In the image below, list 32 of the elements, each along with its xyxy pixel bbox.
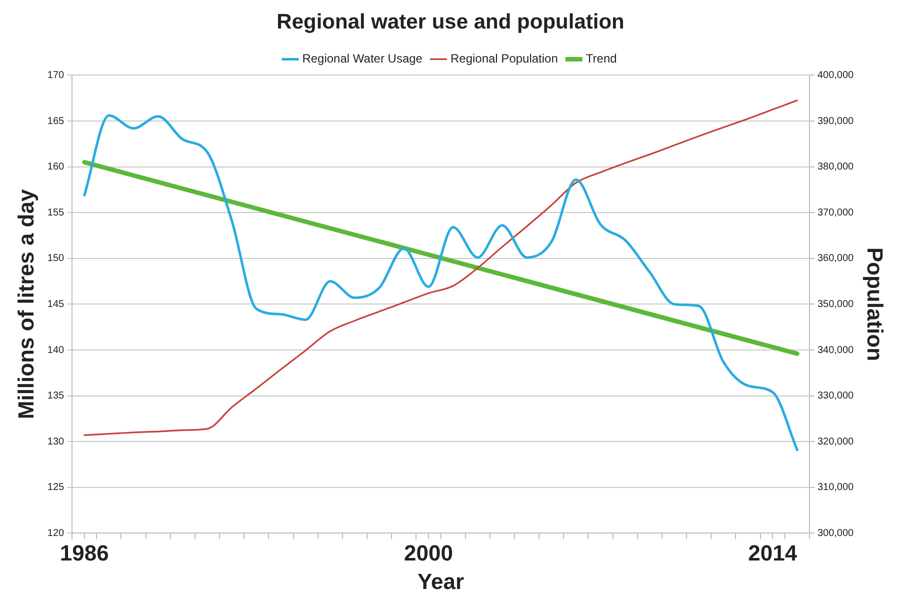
y-tick-label: 140 xyxy=(47,344,65,356)
y-tick-label: 120 xyxy=(47,528,65,539)
y2-tick-label: 340,000 xyxy=(817,344,854,356)
y-axis-title: Millions of litres a day xyxy=(13,188,38,420)
y2-axis-title: Population xyxy=(862,247,888,362)
y2-tick-label: 330,000 xyxy=(817,390,854,402)
y2-tick-label: 370,000 xyxy=(817,207,854,218)
y2-tick-label: 400,000 xyxy=(817,70,854,81)
y2-tick-label: 390,000 xyxy=(817,116,854,127)
y-tick-label: 135 xyxy=(47,390,65,402)
y-tick-label: 165 xyxy=(47,116,65,127)
y2-tick-label: 300,000 xyxy=(817,528,854,539)
legend-label: Regional Population xyxy=(450,52,558,66)
x-tick-label: 2000 xyxy=(404,540,453,566)
y2-tick-label: 320,000 xyxy=(817,436,854,448)
chart-title: Regional water use and population xyxy=(276,10,624,34)
y-tick-label: 145 xyxy=(47,298,65,310)
x-axis-title: Year xyxy=(418,568,464,594)
y-tick-label: 170 xyxy=(47,70,65,81)
y2-tick-label: 310,000 xyxy=(817,482,854,494)
y-tick-label: 125 xyxy=(47,482,65,494)
legend-label: Regional Water Usage xyxy=(302,52,423,66)
y-tick-label: 160 xyxy=(47,162,65,173)
y-tick-label: 155 xyxy=(47,207,65,218)
y2-tick-label: 360,000 xyxy=(817,253,854,264)
x-tick-label: 1986 xyxy=(60,540,109,566)
y2-tick-label: 380,000 xyxy=(817,162,854,173)
y-tick-label: 150 xyxy=(47,253,65,264)
legend-label: Trend xyxy=(586,52,617,66)
y-tick-label: 130 xyxy=(47,436,65,448)
y2-tick-label: 350,000 xyxy=(817,298,854,310)
x-tick-label: 2014 xyxy=(748,540,798,566)
